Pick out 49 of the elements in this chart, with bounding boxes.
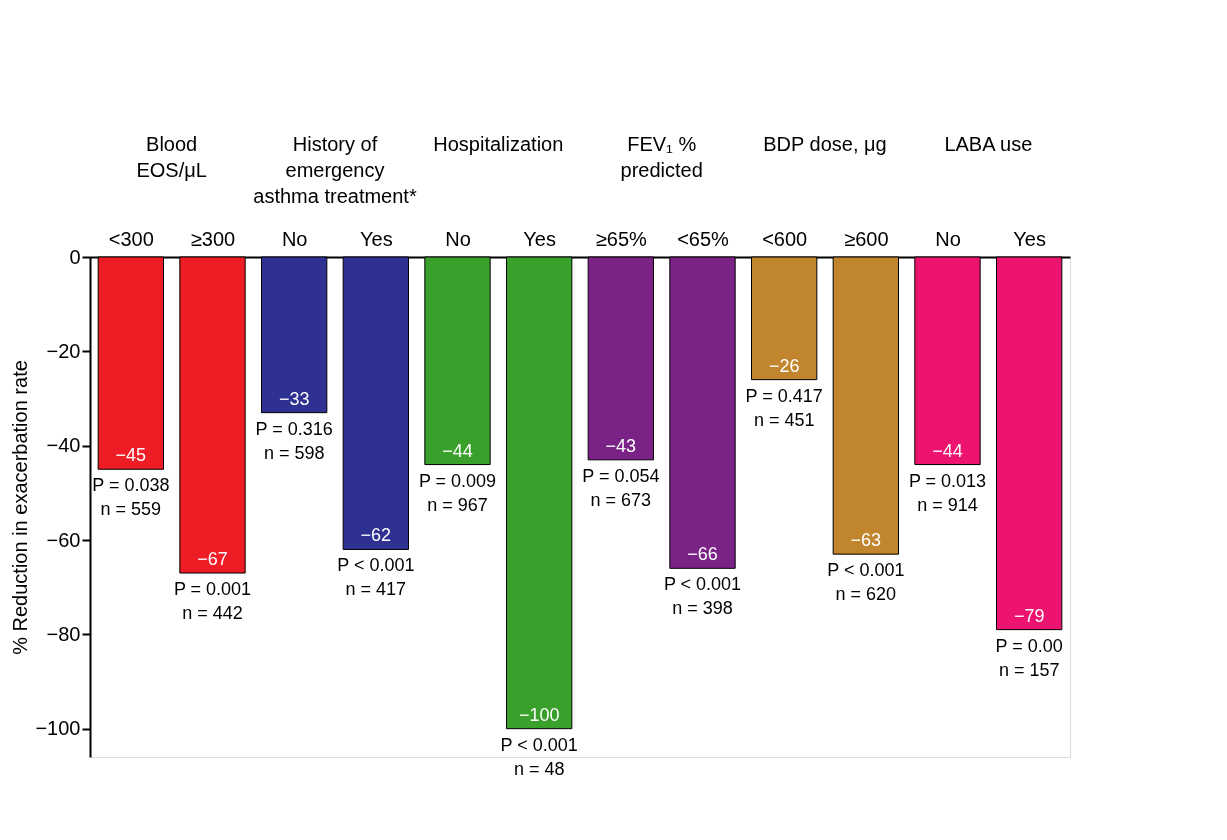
y-tick-label: −20 (46, 339, 81, 362)
annotation: P = 0.038 n = 559 (92, 475, 170, 520)
annotation: P = 0.013 n = 914 (908, 470, 987, 515)
annotation: P < 0.001 n = 48 (500, 734, 578, 779)
data-label: −63 (850, 530, 882, 551)
data-label: −44 (932, 440, 963, 461)
x-tick-label: No (445, 227, 471, 250)
y-tick-label: −60 (46, 528, 81, 551)
data-label: −43 (605, 435, 637, 456)
data-label: −66 (687, 544, 718, 565)
data-label: −67 (197, 549, 228, 570)
text: History of emergency asthma treatment* (253, 133, 417, 207)
annotation: P = 0.316 n = 598 (255, 418, 333, 463)
x-tick-label: <300 (108, 227, 154, 250)
annotation: P = 0.054 n = 673 (582, 465, 660, 510)
data-label: −26 (768, 355, 800, 376)
x-tick-label: <65% (677, 227, 730, 250)
data-label: −100 (518, 704, 560, 725)
annotation: P < 0.001 n = 398 (663, 574, 742, 619)
annotation: P = 0.00 n = 157 (995, 635, 1063, 680)
y-tick-label: −100 (35, 717, 81, 740)
x-tick-label: Yes (360, 227, 393, 250)
text: Blood EOS/μL (136, 133, 207, 181)
data-label: −62 (360, 525, 392, 546)
x-tick-label: ≥300 (190, 227, 236, 250)
annotation: P = 0.001 n = 442 (173, 579, 252, 624)
annotation: P = 0.417 n = 451 (745, 385, 823, 430)
x-tick-label: Yes (1013, 227, 1046, 250)
data-label: −44 (442, 440, 473, 461)
annotation: P < 0.001 n = 417 (337, 555, 415, 600)
x-tick-label: ≥600 (844, 227, 889, 250)
x-tick-label: ≥65% (595, 227, 648, 250)
text: LABA use (944, 133, 1033, 155)
y-axis-title: % Reduction in exacerbation rate (9, 360, 32, 655)
data-label: −79 (1013, 605, 1045, 626)
data-label: −45 (115, 445, 147, 466)
x-tick-label: No (281, 227, 308, 250)
data-label: −33 (278, 388, 310, 409)
annotation: P = 0.009 n = 967 (418, 470, 497, 515)
text: FEV₁ % predicted (620, 133, 703, 181)
y-tick-label: −40 (46, 434, 81, 457)
x-tick-label: Yes (523, 227, 556, 250)
x-tick-label: <600 (762, 227, 808, 250)
text: BDP dose, μg (763, 133, 887, 155)
y-tick-label: 0 (69, 245, 81, 268)
x-tick-label: No (935, 227, 961, 250)
text: Hospitalization (433, 133, 564, 155)
annotation: P < 0.001 n = 620 (827, 560, 905, 605)
y-tick-label: −80 (46, 622, 81, 645)
